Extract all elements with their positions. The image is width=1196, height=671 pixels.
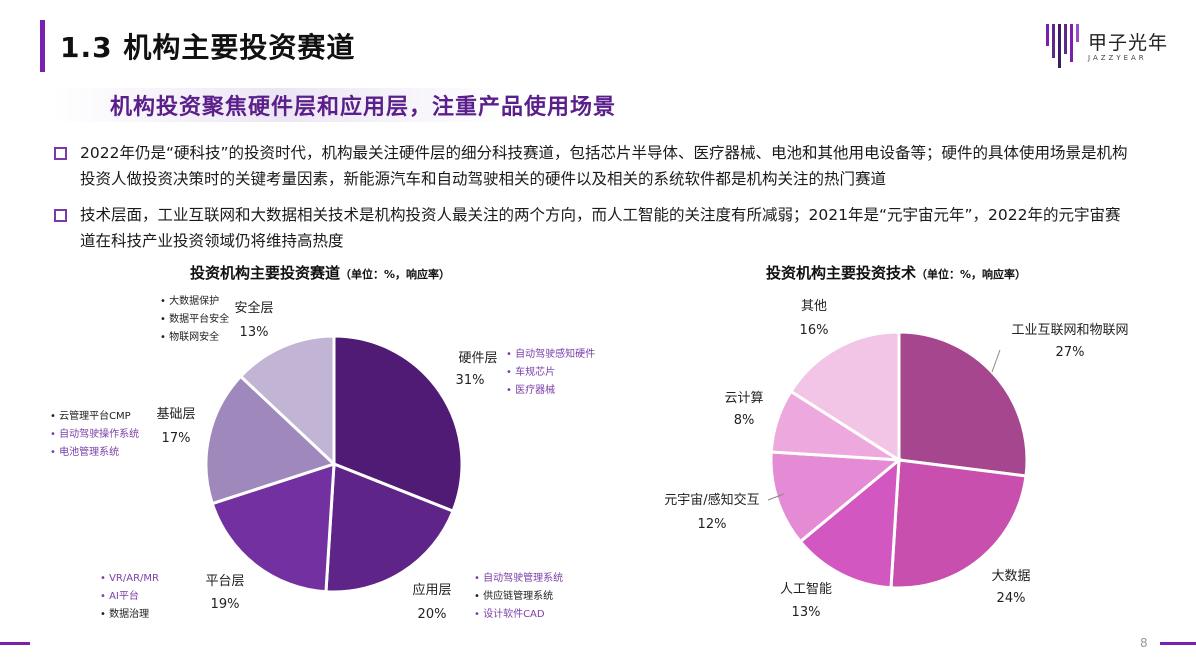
slice-value-label: 27% bbox=[1056, 345, 1085, 360]
pie-slice bbox=[769, 450, 903, 544]
slice-example-item: • 数据平台安全 bbox=[160, 314, 230, 325]
chart-title-text: 投资机构主要投资赛道 bbox=[190, 264, 341, 282]
pie-slice bbox=[897, 330, 1029, 478]
slice-value-label: 13% bbox=[240, 325, 269, 340]
slice-example-item: • 大数据保护 bbox=[160, 296, 220, 307]
slice-name-label: 安全层 bbox=[234, 300, 273, 316]
subtitle: 机构投资聚焦硬件层和应用层，注重产品使用场景 bbox=[110, 95, 617, 120]
slice-example-item: • 自动驾驶感知硬件 bbox=[506, 349, 596, 360]
bullet-item: 技术层面，工业互联网和大数据相关技术是机构投资人最关注的两个方向，而人工智能的关… bbox=[54, 202, 1134, 254]
slice-example-item: • 电池管理系统 bbox=[50, 447, 120, 458]
slice-example-item: • VR/AR/MR bbox=[100, 573, 159, 584]
slice-examples: • 自动驾驶管理系统 • 供应链管理系统 • 设计软件CAD bbox=[474, 570, 563, 624]
slice-example-item: • 自动驾驶操作系统 bbox=[50, 429, 140, 440]
chart-unit-note: （单位：%，响应率） bbox=[916, 268, 1027, 281]
slice-name-label: 其他 bbox=[801, 299, 827, 314]
pie-slice bbox=[210, 461, 336, 594]
slice-name-label: 应用层 bbox=[412, 582, 451, 598]
slice-name-label: 基础层 bbox=[156, 407, 195, 422]
footer-line-left bbox=[0, 642, 30, 645]
chart-unit-note: （单位：%，响应率） bbox=[340, 268, 451, 281]
slice-name-label: 大数据 bbox=[991, 569, 1030, 584]
slice-value-label: 20% bbox=[418, 607, 447, 622]
slice-example-item: • 供应链管理系统 bbox=[474, 591, 554, 602]
slice-value-label: 13% bbox=[792, 605, 821, 620]
slice-example-item: • 医疗器械 bbox=[506, 385, 556, 396]
logo-subtext: JAZZYEAR bbox=[1088, 54, 1147, 62]
slice-example-item: • 云管理平台CMP bbox=[50, 411, 131, 422]
chart-title-sectors: 投资机构主要投资赛道（单位：%，响应率） bbox=[190, 262, 450, 283]
slice-value-label: 12% bbox=[698, 517, 727, 532]
slice-value-label: 16% bbox=[800, 323, 829, 338]
slice-examples: • VR/AR/MR • AI平台 • 数据治理 bbox=[100, 570, 159, 624]
slice-name-label: 工业互联网和物联网 bbox=[1011, 323, 1128, 338]
slice-name-label: 云计算 bbox=[724, 391, 763, 406]
pie-slice bbox=[238, 334, 336, 468]
brand-logo: 甲子光年 JAZZYEAR bbox=[1046, 22, 1176, 70]
title-accent-bar bbox=[40, 20, 45, 72]
chart-title-technologies: 投资机构主要投资技术（单位：%，响应率） bbox=[766, 262, 1026, 283]
bullet-text: 2022年仍是“硬科技”的投资时代，机构最关注硬件层的细分科技赛道，包括芯片半导… bbox=[80, 144, 1128, 188]
chart-title-text: 投资机构主要投资技术 bbox=[766, 264, 917, 282]
page-number: 8 bbox=[1140, 636, 1148, 650]
bullet-square-icon bbox=[54, 147, 67, 160]
slice-example-item: • 自动驾驶管理系统 bbox=[474, 573, 564, 584]
slice-examples: • 自动驾驶感知硬件 • 车规芯片 • 医疗器械 bbox=[506, 346, 595, 400]
slice-example-item: • 设计软件CAD bbox=[474, 609, 545, 620]
pie-slice bbox=[324, 461, 455, 594]
pie-slice bbox=[788, 330, 901, 463]
bullet-square-icon bbox=[54, 209, 67, 222]
pie-slice bbox=[889, 458, 1028, 590]
slice-value-label: 17% bbox=[162, 431, 191, 446]
logo-bars-icon bbox=[1046, 24, 1079, 68]
slice-example-item: • AI平台 bbox=[100, 591, 139, 602]
slice-value-label: 19% bbox=[211, 597, 240, 612]
slice-examples: • 大数据保护 • 数据平台安全 • 物联网安全 bbox=[160, 293, 229, 347]
slice-name-label: 硬件层 bbox=[458, 351, 497, 366]
slice-examples: • 云管理平台CMP • 自动驾驶操作系统 • 电池管理系统 bbox=[50, 408, 139, 462]
footer-line-right bbox=[1160, 642, 1196, 645]
subtitle-band bbox=[52, 88, 512, 122]
pie-slice bbox=[332, 334, 464, 514]
bullet-item: 2022年仍是“硬科技”的投资时代，机构最关注硬件层的细分科技赛道，包括芯片半导… bbox=[54, 140, 1134, 192]
pie-slice bbox=[204, 374, 337, 506]
slice-value-label: 8% bbox=[734, 413, 755, 428]
page-title: 1.3 机构主要投资赛道 bbox=[60, 31, 356, 64]
leader-line bbox=[991, 349, 1001, 373]
slice-example-item: • 物联网安全 bbox=[160, 332, 220, 343]
slice-name-label: 元宇宙/感知交互 bbox=[664, 492, 759, 508]
slice-example-item: • 数据治理 bbox=[100, 609, 150, 620]
pie-slice bbox=[798, 456, 901, 590]
leader-line bbox=[767, 493, 785, 501]
slice-value-label: 31% bbox=[456, 373, 485, 388]
slice-name-label: 平台层 bbox=[205, 574, 244, 589]
logo-name: 甲子光年 bbox=[1088, 32, 1169, 54]
slice-name-label: 人工智能 bbox=[780, 582, 832, 597]
slice-value-label: 24% bbox=[997, 591, 1026, 606]
bullet-text: 技术层面，工业互联网和大数据相关技术是机构投资人最关注的两个方向，而人工智能的关… bbox=[80, 206, 1121, 250]
slice-example-item: • 车规芯片 bbox=[506, 367, 556, 378]
